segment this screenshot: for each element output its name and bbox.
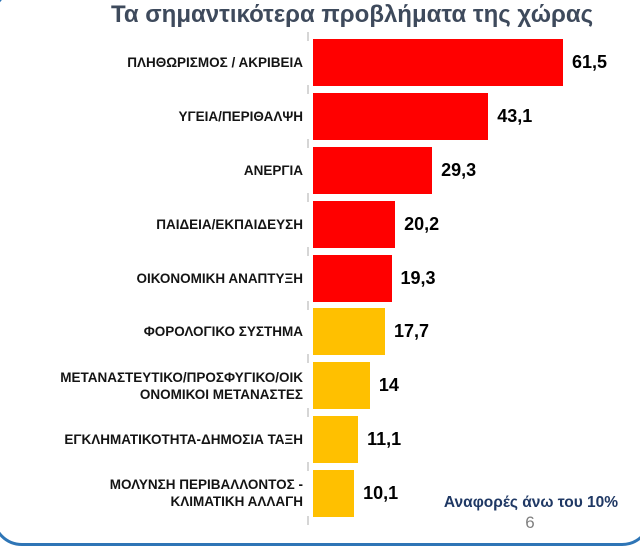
- bar: [313, 254, 392, 302]
- annotation-note: Αναφορές άνω του 10%: [443, 494, 619, 511]
- category-label: ΑΝΕΡΓΙΑ: [243, 162, 303, 178]
- value-label: 10,1: [363, 482, 399, 503]
- bar: [313, 39, 563, 87]
- bar: [313, 200, 396, 248]
- axis-tick: [307, 192, 309, 202]
- chart-row: ΟΙΚΟΝΟΜΙΚΗ ΑΝΑΠΤΥΞΗ 19,3: [0, 251, 636, 305]
- bar-chart: ΠΛΗΘΩΡΙΣΜΟΣ / ΑΚΡΙΒΕΙΑ 61,5 ΥΓΕΙΑ/ΠΕΡΙΘΑΛΨ…: [0, 36, 636, 520]
- category-label: ΠΑΙΔΕΙΑ/ΕΚΠΑΙΔΕΥΣΗ: [156, 216, 303, 232]
- bar: [313, 308, 385, 356]
- bar: [313, 93, 489, 141]
- axis-tick: [307, 354, 309, 364]
- bar: [313, 146, 433, 194]
- chart-row: ΑΝΕΡΓΙΑ 29,3: [0, 144, 636, 198]
- value-label: 19,3: [400, 267, 436, 288]
- axis-tick: [307, 85, 309, 95]
- value-label: 17,7: [394, 321, 430, 342]
- category-label: ΦΟΡΟΛΟΓΙΚΟ ΣΥΣΤΗΜΑ: [143, 324, 303, 340]
- value-label: 11,1: [367, 428, 402, 449]
- chart-title: Τα σημαντικότερα προβλήματα της χώρας: [110, 1, 594, 28]
- chart-row: ΥΓΕΙΑ/ΠΕΡΙΘΑΛΨΗ 43,1: [0, 90, 636, 144]
- axis-tick: [307, 139, 309, 149]
- value-label: 14: [378, 375, 399, 396]
- value-label: 61,5: [572, 52, 608, 73]
- bar: [313, 415, 359, 463]
- axis-tick: [307, 300, 309, 310]
- bar: [313, 469, 355, 517]
- bar: [313, 362, 370, 410]
- axis-tick: [307, 246, 309, 256]
- axis-tick: [307, 461, 309, 471]
- page-number: 6: [525, 513, 535, 532]
- category-label: ΥΓΕΙΑ/ΠΕΡΙΘΑΛΨΗ: [178, 109, 303, 125]
- category-label: ΕΓΚΛΗΜΑΤΙΚΟΤΗΤΑ-ΔΗΜΟΣΙΑ ΤΑΞΗ: [64, 431, 303, 447]
- chart-row: ΕΓΚΛΗΜΑΤΙΚΟΤΗΤΑ-ΔΗΜΟΣΙΑ ΤΑΞΗ 11,1: [0, 413, 636, 467]
- value-label: 29,3: [441, 159, 477, 180]
- chart-row: ΦΟΡΟΛΟΓΙΚΟ ΣΥΣΤΗΜΑ 17,7: [0, 305, 636, 359]
- axis-tick: [307, 31, 309, 41]
- chart-row: ΠΛΗΘΩΡΙΣΜΟΣ / ΑΚΡΙΒΕΙΑ 61,5: [0, 36, 636, 90]
- chart-row: ΜΕΤΑΝΑΣΤΕΥΤΙΚΟ/ΠΡΟΣΦΥΓΙΚΟ/ΟΙΚ ΟΝΟΜΙΚΟΙ Μ…: [0, 359, 636, 413]
- category-label: ΟΙΚΟΝΟΜΙΚΗ ΑΝΑΠΤΥΞΗ: [136, 270, 303, 286]
- value-label: 20,2: [404, 213, 440, 234]
- axis-tick: [307, 408, 309, 418]
- value-label: 43,1: [497, 106, 533, 127]
- chart-row: ΜΟΛΥΝΣΗ ΠΕΡΙΒΑΛΛΟΝΤΟΣ - ΚΛΙΜΑΤΙΚΗ ΑΛΛΑΓΗ…: [0, 466, 636, 520]
- category-label: ΜΕΤΑΝΑΣΤΕΥΤΙΚΟ/ΠΡΟΣΦΥΓΙΚΟ/ΟΙΚ ΟΝΟΜΙΚΟΙ Μ…: [60, 369, 303, 402]
- category-label: ΠΛΗΘΩΡΙΣΜΟΣ / ΑΚΡΙΒΕΙΑ: [127, 55, 303, 71]
- chart-row: ΠΑΙΔΕΙΑ/ΕΚΠΑΙΔΕΥΣΗ 20,2: [0, 197, 636, 251]
- axis-tick: [307, 515, 309, 525]
- category-label: ΜΟΛΥΝΣΗ ΠΕΡΙΒΑΛΛΟΝΤΟΣ - ΚΛΙΜΑΤΙΚΗ ΑΛΛΑΓΗ: [109, 477, 303, 510]
